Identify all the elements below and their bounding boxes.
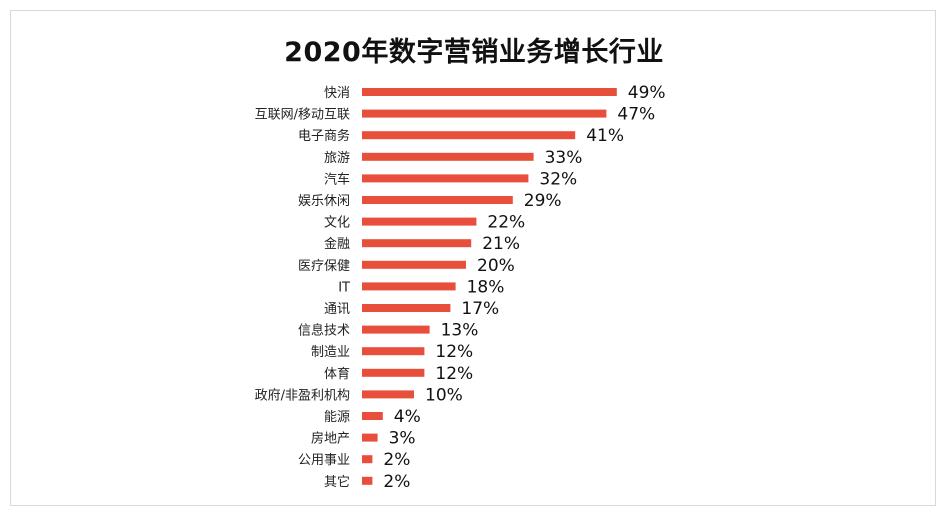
category-label: 信息技术	[298, 323, 350, 339]
value-label: 13%	[441, 321, 479, 341]
value-label: 2%	[383, 472, 410, 492]
category-label: 房地产	[311, 431, 350, 447]
category-label: IT	[338, 280, 350, 295]
value-label: 3%	[389, 429, 416, 449]
value-label: 33%	[545, 148, 583, 168]
value-label: 12%	[435, 364, 473, 384]
value-label: 47%	[617, 105, 655, 125]
bar	[362, 304, 451, 312]
bar	[362, 433, 378, 442]
category-label: 能源	[324, 410, 350, 425]
bar	[362, 390, 414, 399]
category-label: 制造业	[311, 345, 350, 360]
bar	[362, 196, 513, 204]
category-label: 文化	[324, 216, 350, 231]
value-label: 17%	[461, 299, 499, 319]
category-label: 公用事业	[298, 453, 350, 468]
bar	[362, 282, 456, 291]
category-label: 汽车	[324, 171, 350, 187]
chart-title: 2020年数字营销业务增长行业	[284, 37, 664, 68]
value-label: 22%	[487, 213, 525, 233]
value-label: 12%	[435, 342, 473, 362]
bar	[362, 239, 472, 248]
bar	[362, 217, 477, 226]
value-label: 41%	[586, 126, 624, 146]
value-label: 20%	[477, 256, 515, 276]
category-label: 快消	[324, 86, 350, 101]
value-label: 29%	[524, 191, 562, 211]
category-label: 其它	[324, 474, 350, 490]
category-label: 电子商务	[298, 128, 350, 144]
bar	[362, 455, 373, 464]
category-label: 金融	[324, 236, 350, 252]
category-label: 体育	[324, 366, 350, 382]
value-label: 49%	[628, 83, 666, 103]
value-label: 2%	[383, 450, 410, 470]
value-label: 10%	[425, 385, 463, 405]
category-label: 医疗保健	[298, 259, 350, 274]
bar	[362, 152, 534, 161]
bar	[362, 260, 466, 269]
value-label: 32%	[539, 169, 577, 189]
category-label: 政府/非盈利机构	[255, 388, 350, 403]
bar	[362, 174, 529, 183]
value-label: 4%	[394, 407, 421, 427]
bar	[362, 347, 425, 356]
bar	[362, 325, 430, 334]
bar	[362, 131, 576, 140]
bar	[362, 412, 383, 420]
value-label: 18%	[467, 277, 505, 297]
bar	[362, 109, 607, 118]
category-label: 旅游	[324, 151, 350, 166]
category-label: 通讯	[324, 302, 350, 317]
bar	[362, 476, 373, 485]
bar	[362, 368, 425, 377]
bar	[362, 88, 617, 96]
category-label: 娱乐休闲	[298, 194, 350, 209]
value-label: 21%	[482, 234, 520, 254]
category-label: 互联网/移动互联	[255, 108, 350, 123]
